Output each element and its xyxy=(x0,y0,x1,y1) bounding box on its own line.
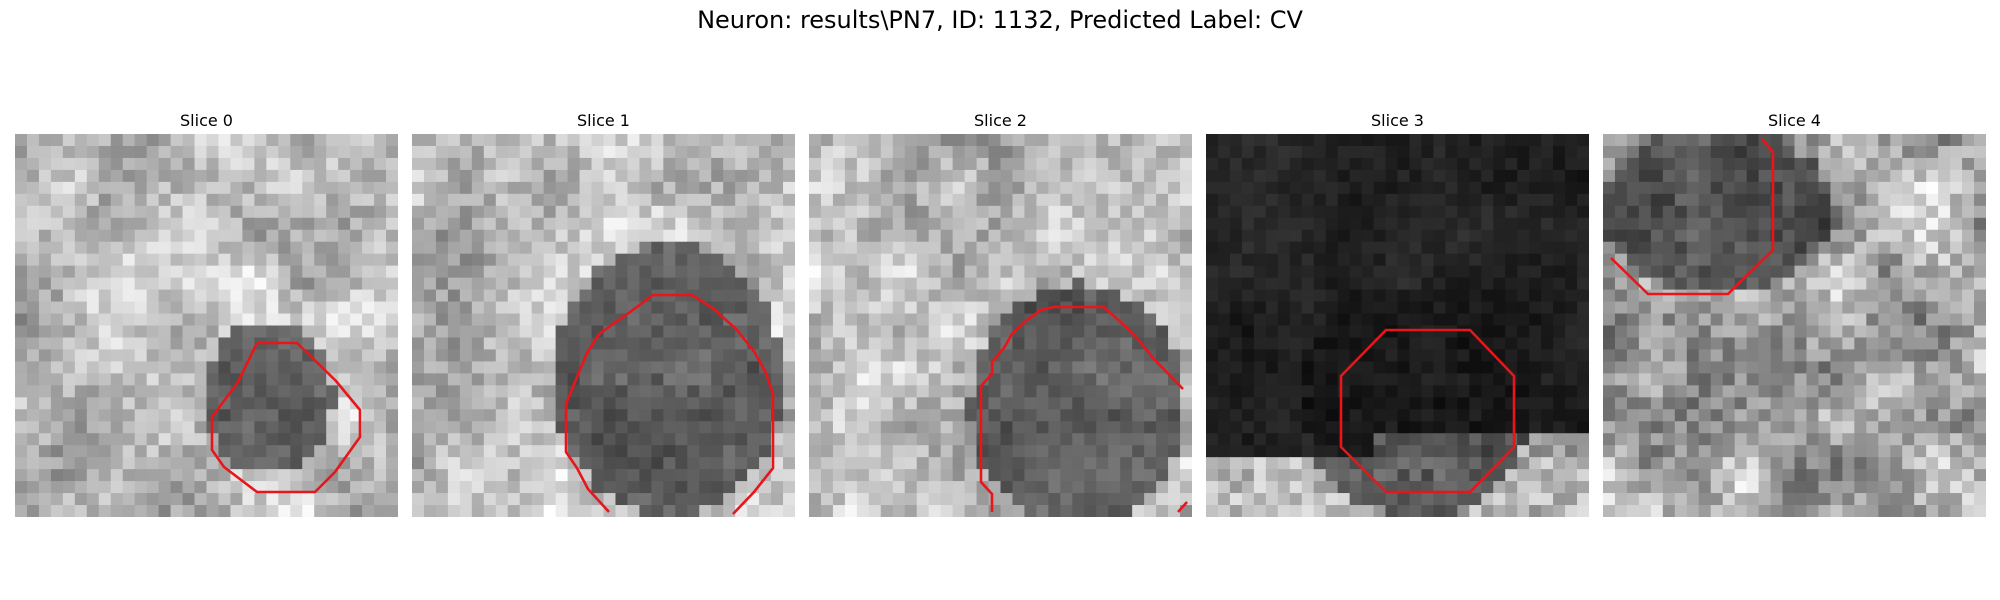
contour-outline xyxy=(1177,501,1188,513)
slice-image-0 xyxy=(15,134,398,517)
slice-image-1 xyxy=(412,134,795,517)
contour-outline xyxy=(1339,328,1516,494)
figure-title: Neuron: results\PN7, ID: 1132, Predicted… xyxy=(697,6,1303,34)
slice-title: Slice 2 xyxy=(974,111,1027,130)
slice-title: Slice 4 xyxy=(1768,111,1821,130)
contour-outline xyxy=(564,293,775,515)
slice-title: Slice 3 xyxy=(1371,111,1424,130)
slice-title: Slice 1 xyxy=(577,111,630,130)
slice-panel-1: Slice 1 xyxy=(412,108,795,517)
contour-outline xyxy=(1610,138,1775,296)
slice-image-2 xyxy=(809,134,1192,517)
slice-image-3 xyxy=(1206,134,1589,517)
slice-title: Slice 0 xyxy=(180,111,233,130)
slice-panel-3: Slice 3 xyxy=(1206,108,1589,517)
contour-outline xyxy=(210,341,362,494)
slice-panel-2: Slice 2 xyxy=(809,108,1192,517)
contour-outline xyxy=(979,305,1184,512)
slice-panel-4: Slice 4 xyxy=(1603,108,1986,517)
slice-panel-0: Slice 0 xyxy=(15,108,398,517)
slice-image-4 xyxy=(1603,134,1986,517)
